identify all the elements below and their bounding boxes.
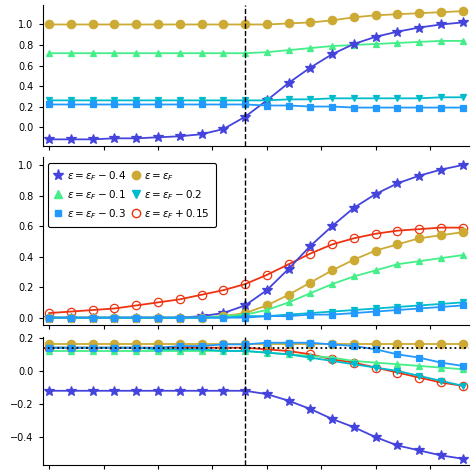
Legend: $\varepsilon = \varepsilon_F - 0.4$, $\varepsilon = \varepsilon_F - 0.1$, $\vare: $\varepsilon = \varepsilon_F - 0.4$, $\v… — [48, 163, 216, 227]
